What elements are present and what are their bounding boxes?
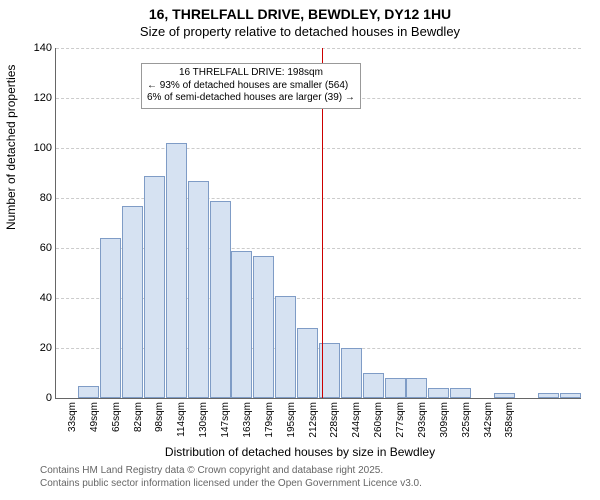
x-tick: 325sqm (461, 402, 472, 450)
bar (144, 176, 165, 399)
chart-container: 16, THRELFALL DRIVE, BEWDLEY, DY12 1HU S… (0, 0, 600, 500)
y-tick: 100 (26, 142, 52, 154)
bar (253, 256, 274, 399)
bar (341, 348, 362, 398)
y-tick: 120 (26, 92, 52, 104)
annotation-line-3: 6% of semi-detached houses are larger (3… (147, 92, 355, 105)
bar (538, 393, 559, 398)
footer-line-2: Contains public sector information licen… (40, 477, 422, 490)
y-tick: 140 (26, 42, 52, 54)
bar (122, 206, 143, 399)
x-tick: 179sqm (264, 402, 275, 450)
y-tick: 40 (26, 292, 52, 304)
x-tick: 260sqm (373, 402, 384, 450)
plot-area: 02040608010012014033sqm49sqm65sqm82sqm98… (55, 48, 581, 399)
bar (188, 181, 209, 399)
x-tick: 277sqm (395, 402, 406, 450)
x-tick: 195sqm (286, 402, 297, 450)
x-tick: 212sqm (308, 402, 319, 450)
y-tick: 60 (26, 242, 52, 254)
x-tick: 293sqm (417, 402, 428, 450)
bar (450, 388, 471, 398)
x-tick: 244sqm (351, 402, 362, 450)
bar (428, 388, 449, 398)
annotation-line-1: 16 THRELFALL DRIVE: 198sqm (147, 67, 355, 80)
x-tick: 358sqm (504, 402, 515, 450)
footer-attribution: Contains HM Land Registry data © Crown c… (40, 464, 422, 490)
y-axis-label: Number of detached properties (4, 65, 18, 230)
bar (100, 238, 121, 398)
bar (231, 251, 252, 399)
bar (275, 296, 296, 399)
y-tick: 20 (26, 342, 52, 354)
gridline (56, 198, 581, 199)
x-tick: 65sqm (111, 402, 122, 450)
bar (560, 393, 581, 398)
bar (210, 201, 231, 399)
x-tick: 163sqm (242, 402, 253, 450)
x-tick: 114sqm (176, 402, 187, 450)
x-axis-label: Distribution of detached houses by size … (0, 445, 600, 459)
x-tick: 98sqm (154, 402, 165, 450)
bar (494, 393, 515, 398)
y-tick: 0 (26, 392, 52, 404)
bar (385, 378, 406, 398)
chart-title-1: 16, THRELFALL DRIVE, BEWDLEY, DY12 1HU (0, 6, 600, 22)
x-tick: 342sqm (483, 402, 494, 450)
gridline (56, 148, 581, 149)
bar (363, 373, 384, 398)
annotation-line-2: ← 93% of detached houses are smaller (56… (147, 80, 355, 93)
gridline (56, 48, 581, 49)
bar (78, 386, 99, 399)
chart-title-2: Size of property relative to detached ho… (0, 24, 600, 39)
y-tick: 80 (26, 192, 52, 204)
x-tick: 309sqm (439, 402, 450, 450)
bar (166, 143, 187, 398)
marker-annotation: 16 THRELFALL DRIVE: 198sqm← 93% of detac… (141, 63, 361, 109)
x-tick: 147sqm (220, 402, 231, 450)
bar (297, 328, 318, 398)
x-tick: 33sqm (67, 402, 78, 450)
x-tick: 82sqm (133, 402, 144, 450)
bar (406, 378, 427, 398)
x-tick: 49sqm (89, 402, 100, 450)
x-tick: 130sqm (198, 402, 209, 450)
footer-line-1: Contains HM Land Registry data © Crown c… (40, 464, 422, 477)
x-tick: 228sqm (329, 402, 340, 450)
